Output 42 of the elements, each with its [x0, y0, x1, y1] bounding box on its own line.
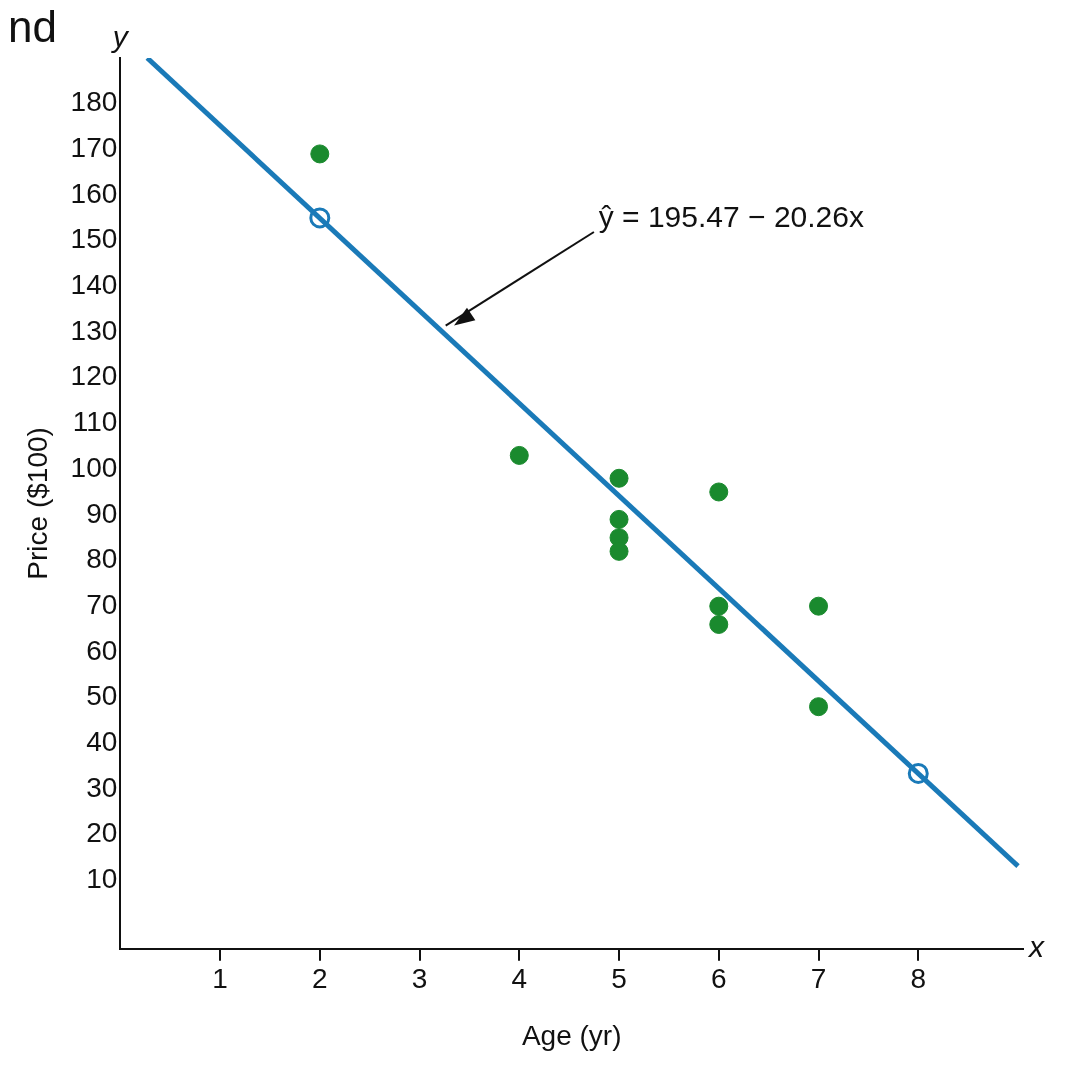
x-tick-label: 4: [511, 963, 528, 995]
y-tick-label: 120: [70, 360, 118, 392]
x-tick-label: 5: [611, 963, 627, 995]
y-tick-label: 170: [70, 132, 118, 164]
x-tick-label: 2: [312, 963, 328, 995]
point: [609, 468, 629, 488]
y-tick-label: 90: [86, 497, 118, 529]
y-tick-label: 10: [86, 863, 118, 894]
y-tick-label: 110: [72, 406, 118, 438]
y-tick-label: 40: [86, 725, 118, 757]
y-tick-label: 150: [70, 223, 118, 255]
point: [310, 144, 330, 164]
text: y: [110, 20, 130, 54]
point: [709, 614, 729, 634]
y-tick-label: 140: [70, 269, 118, 301]
point: [809, 697, 829, 717]
x-tick-label: 8: [910, 963, 927, 995]
x-tick-label: 7: [810, 963, 827, 995]
y-tick-label: 180: [70, 86, 118, 118]
point: [609, 509, 629, 529]
y-tick-label: 70: [86, 588, 118, 620]
y-axis-title: Price ($100): [21, 427, 53, 580]
text: nd: [8, 2, 57, 52]
y-tick-label: 30: [86, 771, 118, 803]
y-tick-label: 20: [86, 817, 118, 849]
point: [609, 541, 629, 561]
annotation: ŷ = 195.47 − 20.26x: [598, 199, 864, 233]
x-tick-label: 1: [212, 963, 228, 995]
x-axis-title: Age (yr): [521, 1019, 622, 1051]
x-tick-label: 3: [411, 963, 428, 995]
point: [809, 596, 829, 616]
y-tick-label: 80: [86, 543, 118, 575]
y-tick-label: 100: [70, 451, 118, 483]
y-tick-label: 130: [70, 314, 118, 346]
point: [509, 445, 529, 465]
point: [709, 596, 729, 616]
y-tick-label: 50: [86, 680, 118, 712]
y-tick-label: 160: [70, 177, 118, 209]
y-tick-label: 60: [86, 634, 118, 666]
point: [709, 482, 729, 502]
text: x: [1027, 930, 1045, 964]
x-tick-label: 6: [710, 963, 727, 995]
